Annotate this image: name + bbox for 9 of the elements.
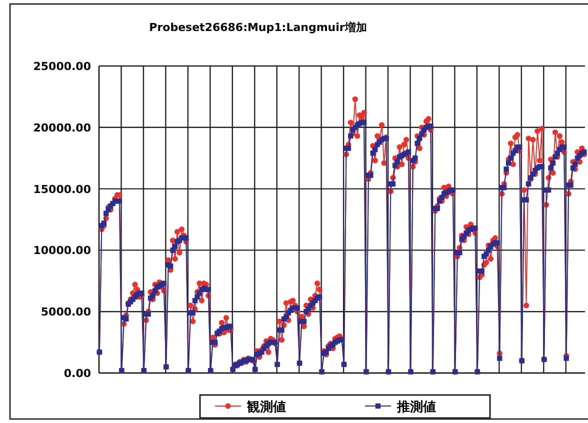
y-tick-label: 5000.00 — [40, 306, 92, 319]
legend-label: 推測値 — [396, 400, 436, 415]
legend-label: 観測値 — [246, 400, 286, 415]
y-tick-label: 10000.00 — [33, 244, 92, 258]
y-tick-label: 25000.00 — [33, 60, 92, 73]
y-tick-label: 0.00 — [64, 367, 92, 380]
y-tick-label: 15000.00 — [33, 182, 92, 196]
y-tick-label: 20000.00 — [33, 121, 92, 134]
chart-title: Probeset26686:Mup1:Langmuir増加 — [149, 21, 367, 34]
